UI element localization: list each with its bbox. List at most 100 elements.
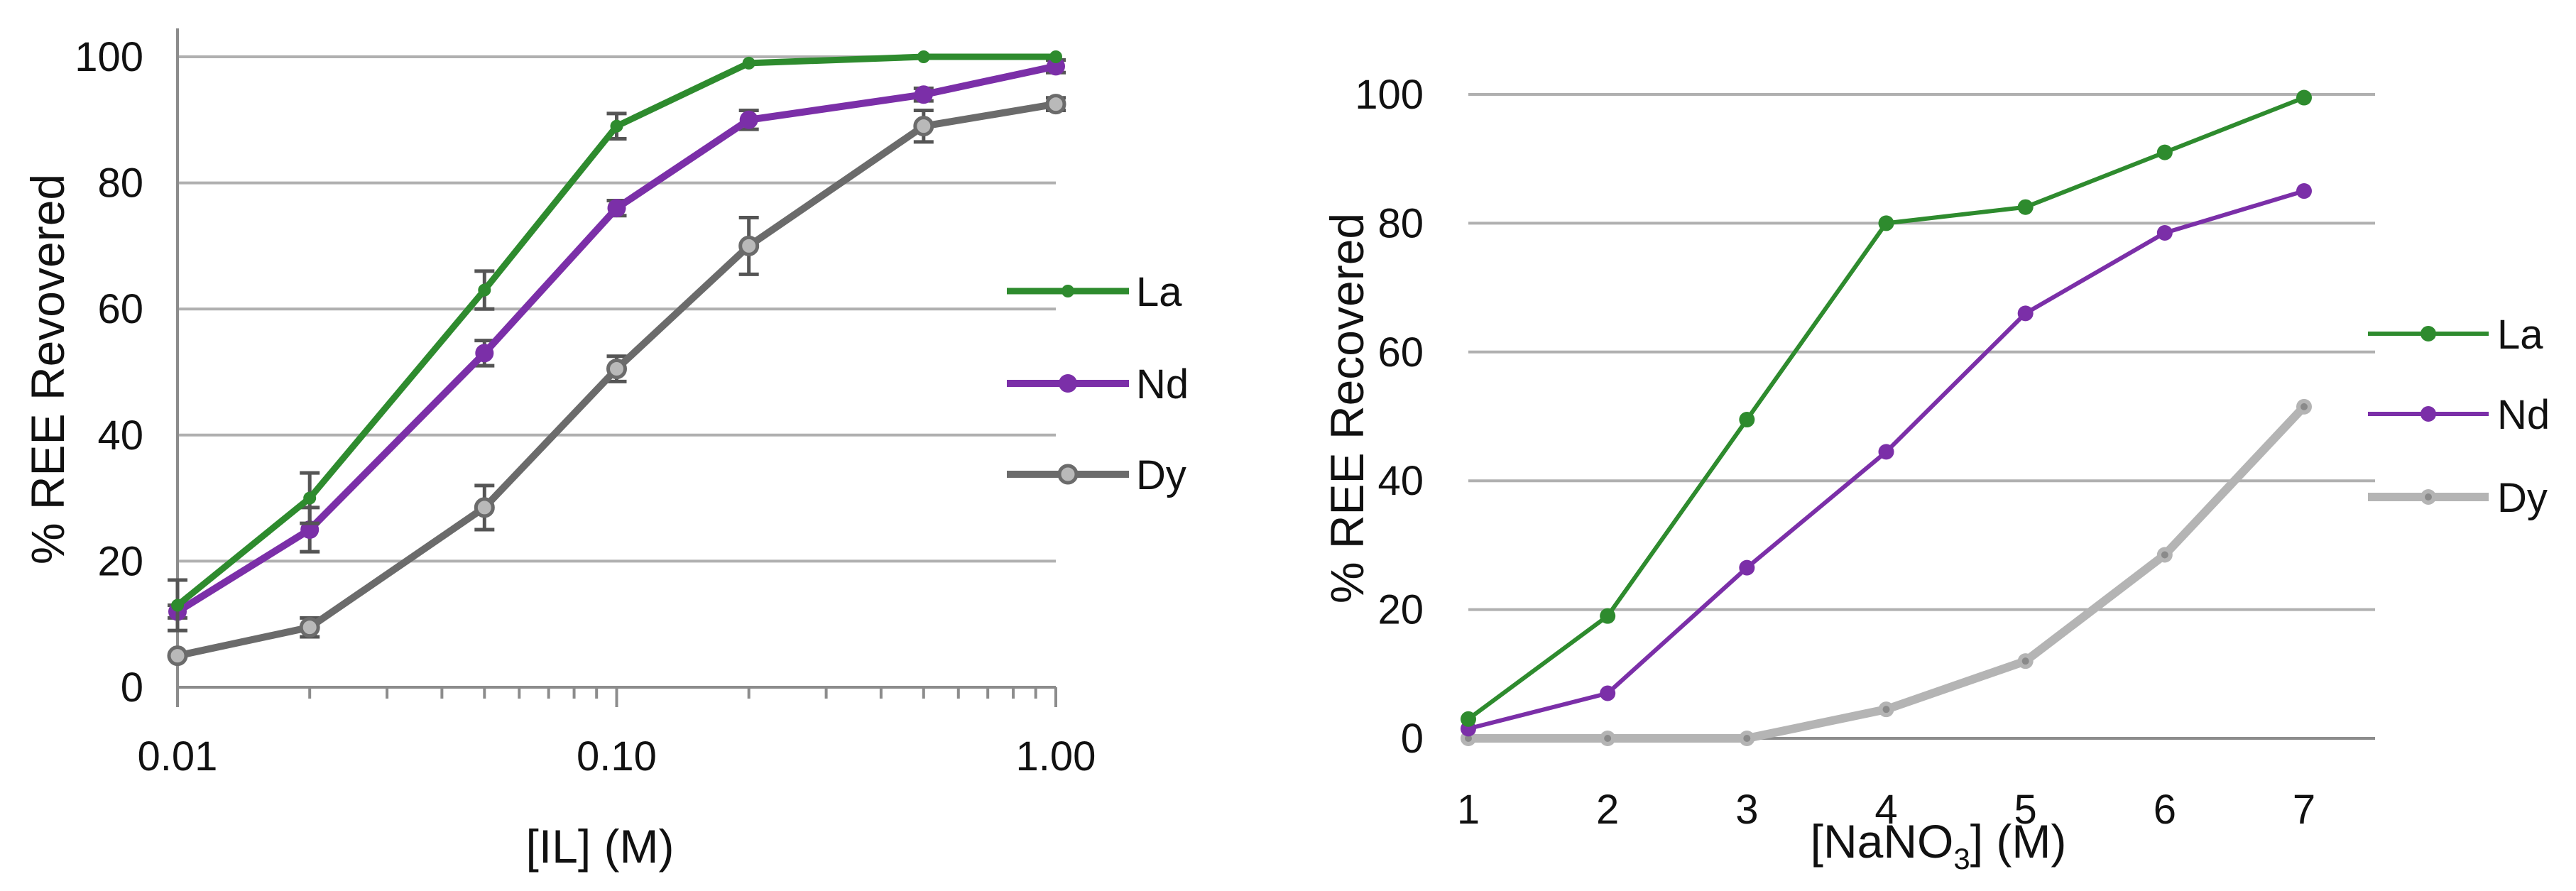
left-point-La — [171, 598, 184, 612]
right-x-tick-label: 5 — [2014, 787, 2037, 833]
left-legend-marker-Nd — [1059, 374, 1077, 393]
left-point-Dy — [606, 359, 627, 380]
right-legend-marker-La — [2421, 326, 2436, 341]
right-point-La — [1739, 412, 1755, 428]
left-y-ticks: 0 20 40 60 80 100 — [75, 34, 143, 711]
right-legend-label-Dy: Dy — [2497, 475, 2548, 521]
right-series-Nd — [1461, 183, 2312, 737]
left-point-Dy — [1045, 94, 1066, 115]
right-point-center-Dy — [2021, 657, 2029, 665]
right-y-tick-label: 0 — [1401, 716, 1424, 762]
right-legend-label-Nd: Nd — [2497, 392, 2550, 438]
right-point-Nd — [2156, 225, 2173, 241]
left-series-Dy — [167, 94, 1066, 667]
right-y-tick-label: 20 — [1377, 587, 1424, 633]
right-y-tick-label: 100 — [1355, 72, 1424, 118]
left-point-La — [1049, 50, 1062, 63]
left-point-Nd — [1047, 57, 1065, 76]
left-legend-label-La: La — [1136, 269, 1182, 315]
left-series-La — [168, 50, 1062, 633]
left-y-tick-label: 80 — [97, 160, 143, 207]
left-legend: La Nd Dy — [1007, 269, 1189, 498]
right-point-center-Dy — [1604, 735, 1612, 742]
right-point-La — [2156, 144, 2173, 160]
left-point-La — [478, 283, 491, 297]
right-point-center-Dy — [2161, 551, 2168, 559]
right-x-title-sub: 3 — [1953, 842, 1970, 875]
right-legend-label-La: La — [2497, 312, 2543, 358]
left-x-axis-title: [IL] (M) — [526, 820, 675, 873]
left-x-tick-label: 0.01 — [138, 733, 218, 780]
right-point-center-Dy — [2301, 403, 2308, 410]
right-y-tick-label: 40 — [1377, 458, 1424, 504]
right-point-Nd — [2017, 305, 2034, 322]
right-x-tick-label: 1 — [1457, 787, 1480, 833]
left-y-tick-label: 100 — [75, 34, 143, 80]
left-x-ticks: 0.01 0.10 1.00 — [138, 733, 1096, 780]
left-y-tick-label: 20 — [97, 538, 143, 584]
left-chart: 0 20 40 60 80 100 0.01 0.10 1.00 [IL] (M) % REE… — [21, 28, 1189, 873]
left-legend-label-Nd: Nd — [1136, 361, 1189, 408]
right-x-title-tail: ] (M) — [1970, 815, 2067, 868]
left-point-Nd — [914, 85, 933, 104]
right-x-ticks: 1 2 3 4 5 6 7 — [1457, 787, 2315, 833]
left-x-minor-ticks — [176, 687, 1057, 707]
right-y-ticks: 0 20 40 60 80 100 — [1355, 72, 1424, 762]
right-point-Nd — [1739, 559, 1755, 576]
left-point-Nd — [475, 344, 494, 363]
left-y-tick-label: 60 — [97, 286, 143, 332]
right-line-Nd — [1468, 189, 2305, 731]
right-point-center-Dy — [1882, 706, 1890, 714]
left-y-axis-title: % REE Revovered — [21, 174, 74, 564]
left-series — [167, 50, 1066, 667]
left-point-La — [610, 119, 623, 133]
right-series-La — [1461, 89, 2312, 727]
right-x-tick-label: 7 — [2293, 787, 2315, 833]
right-legend: La Nd Dy — [2368, 312, 2550, 521]
right-legend-marker-center-Dy — [2425, 493, 2432, 501]
left-point-Nd — [739, 110, 758, 129]
left-x-tick-label: 0.10 — [577, 733, 657, 780]
left-point-Dy — [167, 645, 188, 667]
right-x-tick-label: 6 — [2154, 787, 2176, 833]
right-point-La — [1878, 215, 1894, 231]
right-point-La — [2296, 89, 2312, 106]
left-point-Dy — [913, 116, 934, 137]
right-point-Nd — [2296, 183, 2312, 199]
right-point-La — [1600, 608, 1616, 624]
right-y-tick-label: 60 — [1377, 329, 1424, 376]
right-point-Nd — [1600, 685, 1616, 701]
left-point-Dy — [738, 235, 760, 256]
left-legend-label-Dy: Dy — [1136, 452, 1186, 498]
left-point-Dy — [474, 497, 495, 518]
right-x-tick-label: 2 — [1596, 787, 1619, 833]
right-x-title-main: [NaNO — [1811, 815, 1954, 868]
left-legend-marker-La — [1061, 285, 1074, 297]
right-y-tick-label: 80 — [1377, 200, 1424, 246]
right-point-Nd — [1878, 444, 1894, 460]
right-x-tick-label: 3 — [1735, 787, 1758, 833]
right-x-axis-title: [NaNO3] (M) — [1811, 815, 2067, 875]
right-point-La — [1461, 711, 1476, 727]
right-point-La — [2017, 199, 2034, 215]
left-point-Dy — [299, 617, 320, 638]
left-x-tick-label: 1.00 — [1016, 733, 1096, 780]
left-point-La — [917, 50, 930, 63]
right-y-axis-title: % REE Recovered — [1321, 213, 1373, 603]
right-x-tick-label: 4 — [1874, 787, 1897, 833]
left-y-tick-label: 0 — [121, 665, 143, 711]
left-point-La — [742, 56, 755, 70]
right-line-La — [1467, 95, 2305, 721]
left-gridlines — [178, 55, 1056, 563]
left-point-Nd — [607, 199, 626, 218]
left-point-La — [303, 491, 317, 505]
right-gridlines — [1468, 93, 2375, 611]
left-legend-marker-Dy — [1057, 464, 1079, 485]
right-series — [1461, 89, 2312, 746]
right-point-center-Dy — [1743, 735, 1751, 742]
left-y-tick-label: 40 — [97, 412, 143, 459]
right-legend-marker-Nd — [2421, 406, 2436, 422]
right-point-center-Dy — [1465, 735, 1472, 742]
